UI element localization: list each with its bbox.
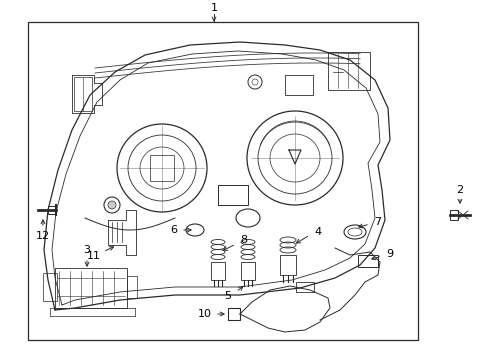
Text: 10: 10 [198, 309, 212, 319]
Bar [127, 276, 137, 298]
Bar [285, 75, 312, 95]
Circle shape [108, 201, 116, 209]
Text: 1: 1 [210, 3, 217, 13]
Text: 5: 5 [224, 291, 231, 301]
Bar [74, 77, 92, 111]
Bar [295, 282, 313, 292]
Text: 6: 6 [170, 225, 177, 235]
Text: 9: 9 [386, 249, 393, 259]
Text: 2: 2 [455, 185, 463, 195]
Bar [150, 155, 174, 181]
Bar [357, 255, 377, 267]
Bar [43, 273, 57, 301]
Text: 11: 11 [87, 251, 101, 261]
Bar [210, 262, 224, 280]
Bar [48, 206, 56, 214]
Bar [280, 255, 295, 275]
Text: 3: 3 [83, 245, 90, 255]
Bar [218, 185, 247, 205]
Bar [55, 268, 127, 308]
Text: 12: 12 [36, 231, 50, 241]
Bar [28, 22, 417, 340]
Text: 8: 8 [240, 235, 247, 245]
Text: 7: 7 [374, 217, 381, 227]
Bar [227, 308, 240, 320]
Bar [241, 262, 254, 280]
Bar [327, 52, 369, 90]
Text: 4: 4 [314, 227, 321, 237]
Bar [449, 210, 457, 220]
